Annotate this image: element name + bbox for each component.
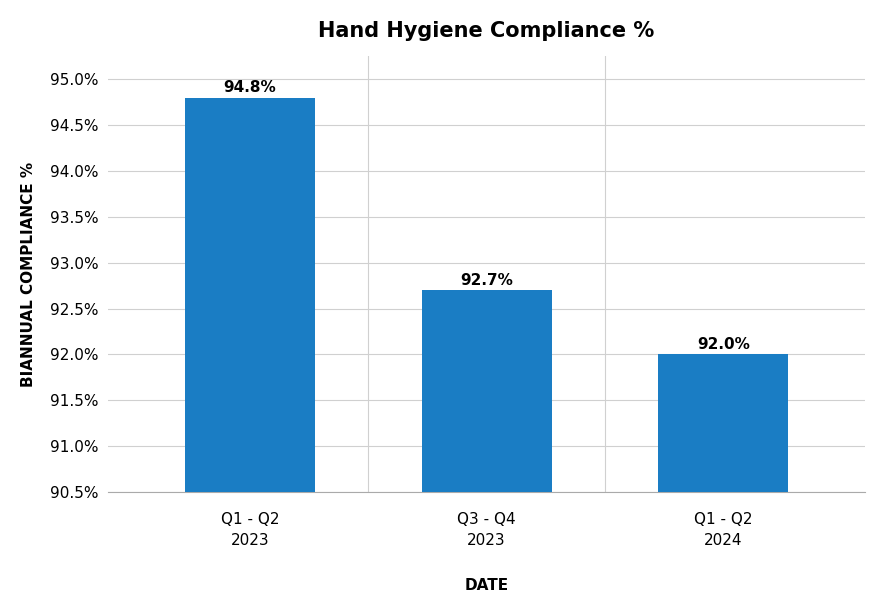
X-axis label: DATE: DATE (464, 578, 509, 593)
Title: Hand Hygiene Compliance %: Hand Hygiene Compliance % (318, 21, 655, 41)
Text: 92.0%: 92.0% (696, 337, 750, 352)
Text: 94.8%: 94.8% (223, 80, 276, 95)
Bar (422, 290, 552, 600)
Text: Q3 - Q4: Q3 - Q4 (457, 512, 516, 527)
Text: 2023: 2023 (230, 533, 269, 548)
Text: Q1 - Q2: Q1 - Q2 (694, 512, 752, 527)
Text: 92.7%: 92.7% (460, 273, 513, 288)
Text: 2024: 2024 (704, 533, 742, 548)
Bar (658, 355, 789, 600)
Text: 2023: 2023 (467, 533, 506, 548)
Bar (185, 98, 315, 600)
Text: Q1 - Q2: Q1 - Q2 (221, 512, 279, 527)
Y-axis label: BIANNUAL COMPLIANCE %: BIANNUAL COMPLIANCE % (21, 161, 35, 387)
